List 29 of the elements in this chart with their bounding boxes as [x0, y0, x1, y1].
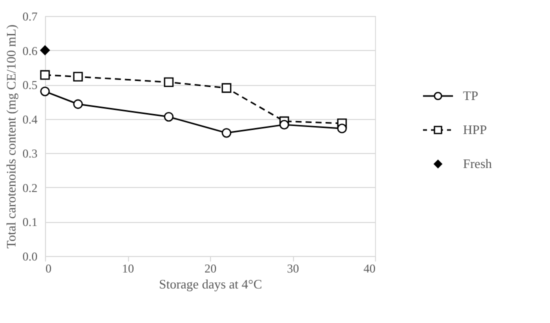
point — [164, 77, 174, 88]
point — [73, 99, 83, 109]
point — [40, 86, 50, 96]
y-tick-label: 0.5 — [22, 78, 38, 92]
point — [279, 120, 290, 130]
y-tick-label: 0.2 — [22, 180, 38, 195]
point — [164, 112, 174, 122]
point — [222, 83, 232, 93]
x-tick-label: 20 — [204, 262, 216, 276]
x-tick-label: 0 — [46, 262, 52, 276]
y-tick-label: 0.1 — [22, 215, 38, 230]
y-tick-label: 0.3 — [22, 146, 38, 161]
point — [40, 45, 50, 56]
y-tick-label: 0.4 — [22, 112, 38, 126]
y-tick-label: 0.6 — [22, 44, 38, 58]
point — [337, 124, 347, 134]
y-tick-label: 0.0 — [22, 250, 38, 264]
x-tick-label: 30 — [287, 262, 299, 276]
x-axis-title: Storage days at 4°C — [158, 276, 262, 292]
point — [73, 72, 83, 82]
point — [222, 128, 232, 138]
point — [40, 70, 50, 80]
y-tick-label: 0.7 — [22, 10, 38, 24]
y-axis-title: Total carotenoids content (mg CE/100 mL) — [4, 24, 18, 249]
x-tick-label: 10 — [122, 262, 134, 276]
legend-label: TP — [463, 88, 478, 103]
legend-label: HPP — [463, 122, 487, 137]
x-tick-label: 40 — [364, 262, 376, 276]
legend-label: Fresh — [463, 156, 492, 171]
